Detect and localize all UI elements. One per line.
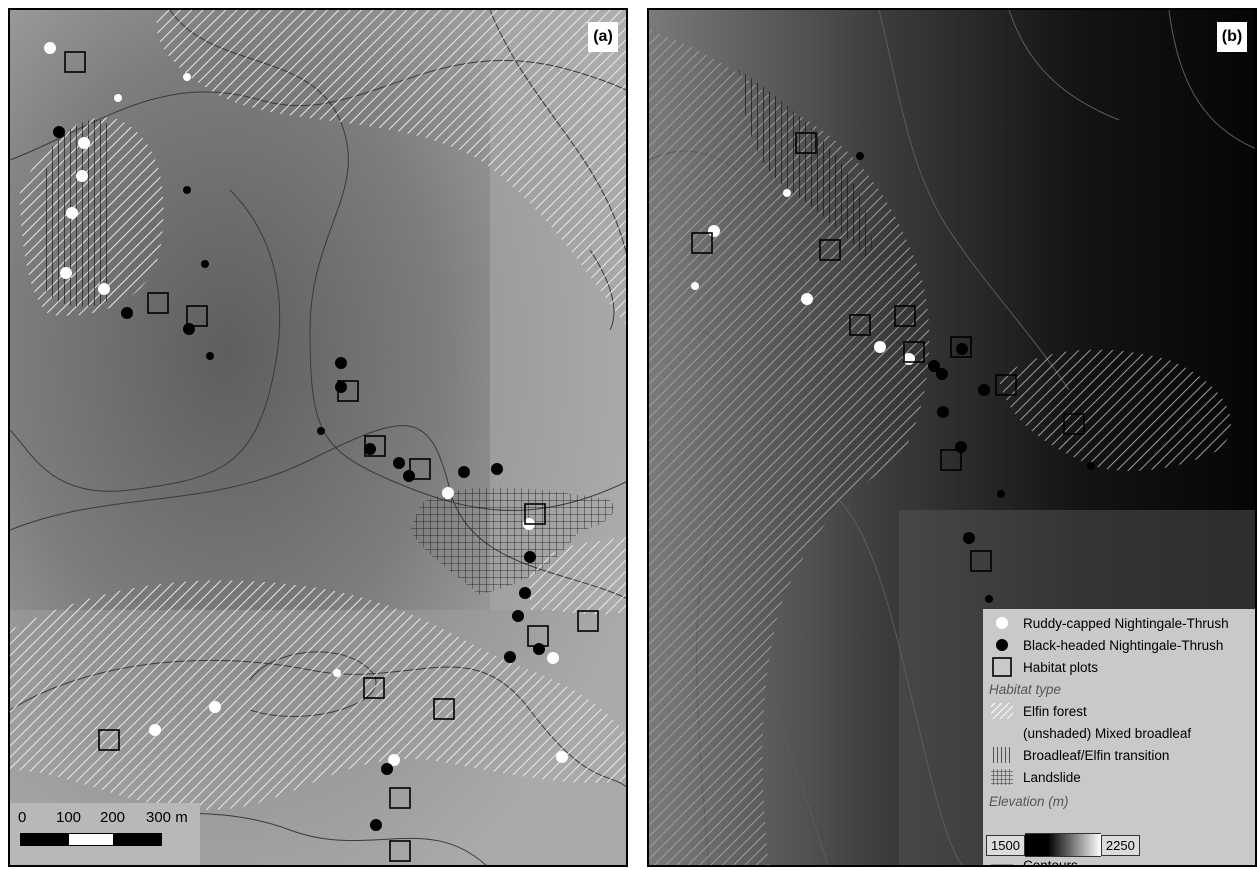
legend-item-black-headed: Black-headed Nightingale-Thrush (989, 635, 1223, 655)
ruddy-capped-marker (333, 669, 341, 677)
ruddy-capped-marker (98, 283, 110, 295)
legend-item-elfin: Elfin forest (989, 701, 1087, 721)
ruddy-capped-marker (442, 487, 454, 499)
legend-elevation-heading: Elevation (m) (989, 791, 1069, 811)
elevation-gradient (1025, 833, 1101, 857)
legend-item-contours: Contours (989, 858, 1078, 867)
black-circle-icon (989, 635, 1015, 655)
scale-bar: 0 100 200 300 m (10, 803, 200, 865)
black-headed-marker (201, 260, 209, 268)
black-headed-marker (1087, 462, 1095, 470)
panel-label-b: (b) (1217, 22, 1247, 52)
scale-label-200: 200 (100, 809, 125, 826)
legend-label: Elfin forest (1023, 704, 1087, 719)
black-headed-marker (206, 352, 214, 360)
map-panel-b: (b) Ruddy-capped Nightingale-Thrush Blac… (647, 8, 1257, 867)
black-headed-marker (963, 532, 975, 544)
ruddy-capped-marker (874, 341, 886, 353)
legend-label: (unshaded) Mixed broadleaf (1023, 726, 1191, 741)
legend-label: Contours (1023, 858, 1078, 868)
elevation-max: 2250 (1101, 835, 1140, 856)
scale-segment (68, 833, 114, 846)
ruddy-capped-marker (691, 282, 699, 290)
ruddy-capped-marker (708, 225, 720, 237)
ruddy-capped-marker (66, 207, 78, 219)
legend-habitat-heading: Habitat type (989, 679, 1061, 699)
elevation-ramp: 1500 2250 (986, 834, 1146, 856)
ruddy-capped-marker (114, 94, 122, 102)
ruddy-capped-marker (547, 652, 559, 664)
black-headed-marker (856, 152, 864, 160)
map-legend: Ruddy-capped Nightingale-Thrush Black-he… (983, 609, 1255, 865)
black-headed-marker (393, 457, 405, 469)
legend-item-habitat-plots: Habitat plots (989, 657, 1098, 677)
legend-label: Broadleaf/Elfin transition (1023, 748, 1169, 763)
scale-label-0: 0 (18, 809, 26, 826)
white-circle-icon (989, 613, 1015, 633)
black-headed-marker (997, 490, 1005, 498)
black-headed-marker (524, 551, 536, 563)
legend-item-landslide: Landslide (989, 767, 1081, 787)
panel-label-a: (a) (588, 22, 618, 52)
ruddy-capped-marker (556, 751, 568, 763)
black-headed-marker (937, 406, 949, 418)
grid-hatch-icon (989, 767, 1015, 787)
legend-label: Landslide (1023, 770, 1081, 785)
black-headed-marker (183, 323, 195, 335)
scale-segment (20, 833, 68, 846)
legend-item-transition: Broadleaf/Elfin transition (989, 745, 1169, 765)
ruddy-capped-marker (783, 189, 791, 197)
ruddy-capped-marker (78, 137, 90, 149)
black-headed-marker (519, 587, 531, 599)
black-headed-marker (335, 357, 347, 369)
contour-line-icon (989, 858, 1015, 867)
scale-label-100: 100 (56, 809, 81, 826)
black-headed-marker (370, 819, 382, 831)
ruddy-capped-marker (183, 73, 191, 81)
ruddy-capped-marker (801, 293, 813, 305)
black-headed-marker (458, 466, 470, 478)
black-headed-marker (504, 651, 516, 663)
ruddy-capped-marker (60, 267, 72, 279)
black-headed-marker (512, 610, 524, 622)
elevation-min: 1500 (986, 835, 1025, 856)
black-headed-marker (978, 384, 990, 396)
black-headed-marker (403, 470, 415, 482)
scale-label-300: 300 m (146, 809, 188, 826)
blank-swatch-icon (989, 723, 1015, 743)
black-headed-marker (936, 368, 948, 380)
black-headed-marker (533, 643, 545, 655)
ruddy-capped-marker (209, 701, 221, 713)
map-panel-a: (a) 0 100 200 300 m (8, 8, 628, 867)
ruddy-capped-marker (76, 170, 88, 182)
black-headed-marker (491, 463, 503, 475)
scale-segment (114, 833, 162, 846)
ruddy-capped-marker (149, 724, 161, 736)
legend-item-ruddy: Ruddy-capped Nightingale-Thrush (989, 613, 1229, 633)
black-headed-marker (381, 763, 393, 775)
diagonal-hatch-icon (989, 701, 1015, 721)
map-a-canvas (10, 10, 628, 867)
black-headed-marker (183, 186, 191, 194)
black-headed-marker (53, 126, 65, 138)
black-headed-marker (956, 343, 968, 355)
legend-item-mixed: (unshaded) Mixed broadleaf (989, 723, 1191, 743)
black-headed-marker (335, 381, 347, 393)
black-headed-marker (317, 427, 325, 435)
legend-label: Habitat plots (1023, 660, 1098, 675)
black-headed-marker (985, 595, 993, 603)
open-square-icon (989, 657, 1015, 677)
black-headed-marker (121, 307, 133, 319)
ruddy-capped-marker (44, 42, 56, 54)
legend-label: Black-headed Nightingale-Thrush (1023, 638, 1223, 653)
vertical-hatch-icon (989, 745, 1015, 765)
legend-label: Ruddy-capped Nightingale-Thrush (1023, 616, 1229, 631)
